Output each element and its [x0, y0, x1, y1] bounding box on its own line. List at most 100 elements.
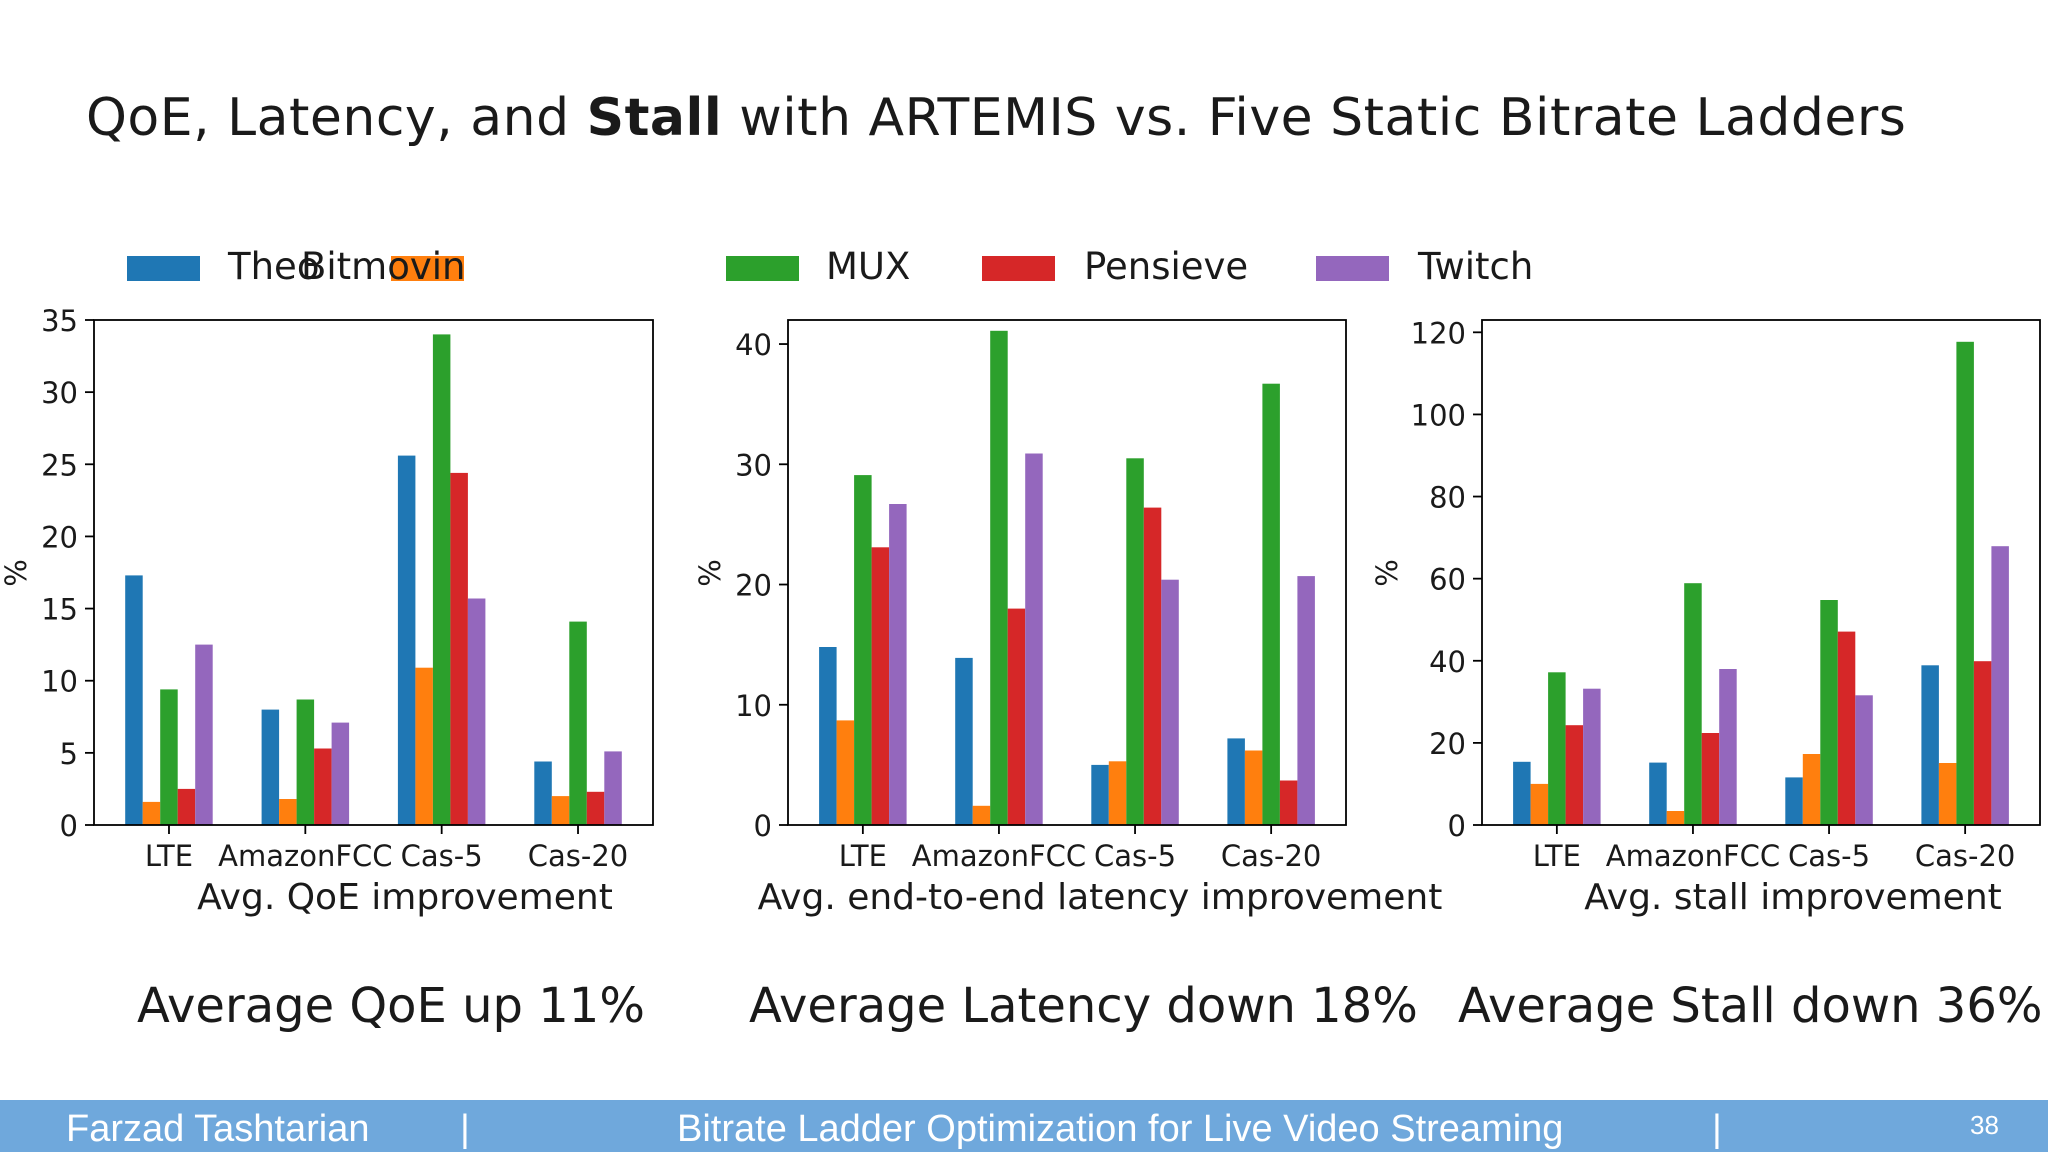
bar-mux-lte [160, 689, 178, 825]
bar-bitmovin-amazonfcc [279, 799, 297, 825]
x-tick-label: Cas-5 [1094, 839, 1176, 873]
bar-pensieve-cas-5 [1837, 631, 1856, 825]
bar-mux-amazonfcc [1684, 583, 1702, 825]
bar-mux-cas-20 [569, 621, 587, 825]
bar-theo-lte [1513, 761, 1531, 825]
y-tick-label: 120 [1411, 316, 1466, 350]
bar-mux-amazonfcc [990, 330, 1008, 825]
x-tick-label: Cas-5 [401, 839, 483, 873]
y-axis-label: % [0, 559, 33, 587]
bar-bitmovin-lte [836, 720, 855, 825]
x-tick-label: Cas-20 [1915, 839, 2016, 873]
bar-theo-cas-20 [534, 761, 552, 825]
bar-twitch-lte [195, 644, 213, 825]
bar-bitmovin-cas-5 [415, 667, 433, 825]
x-tick-label: AmazonFCC [912, 839, 1086, 873]
y-tick-label: 60 [1429, 563, 1466, 597]
plot-frame [1481, 319, 2041, 826]
bar-mux-amazonfcc [296, 699, 315, 825]
bar-pensieve-cas-20 [1279, 780, 1298, 825]
bar-twitch-cas-5 [1855, 695, 1873, 825]
bar-bitmovin-cas-20 [1244, 750, 1263, 825]
footer-bar: Farzad Tashtarian | Bitrate Ladder Optim… [0, 1100, 2048, 1152]
bar-bitmovin-lte [142, 801, 161, 825]
slide-title: QoE, Latency, and Stall with ARTEMIS vs.… [86, 88, 1906, 148]
legend-label-bitmovin: Bitmovin [301, 245, 465, 288]
bar-mux-cas-20 [1956, 341, 1974, 825]
title-part2: with ARTEMIS vs. Five Static Bitrate Lad… [722, 88, 1907, 148]
y-axis-label: % [693, 559, 727, 587]
bar-twitch-lte [889, 504, 907, 825]
x-tick-label: LTE [839, 839, 887, 873]
legend-label-theo: Theo [227, 245, 319, 288]
plot-frame [93, 319, 654, 826]
y-tick-label: 0 [60, 809, 78, 843]
bar-mux-lte [1548, 672, 1566, 825]
x-axis-label: Avg. QoE improvement [197, 877, 613, 918]
bar-pensieve-lte [1565, 725, 1584, 825]
bar-bitmovin-amazonfcc [972, 805, 991, 825]
bar-mux-cas-20 [1262, 383, 1280, 825]
x-axis-label: Avg. stall improvement [1584, 877, 2002, 918]
bar-pensieve-cas-20 [586, 791, 605, 825]
y-tick-label: 40 [735, 328, 772, 362]
bar-mux-cas-5 [1126, 458, 1144, 825]
bar-pensieve-lte [177, 788, 196, 825]
y-tick-label: 10 [41, 665, 78, 699]
bar-pensieve-cas-5 [450, 472, 468, 825]
bar-twitch-amazonfcc [331, 722, 350, 825]
summary-stall: Average Stall down 36% [1458, 978, 2043, 1034]
bar-twitch-cas-5 [467, 598, 486, 825]
bar-bitmovin-cas-5 [1802, 754, 1821, 825]
y-tick-label: 40 [1429, 645, 1466, 679]
y-tick-label: 0 [754, 809, 772, 843]
bar-pensieve-amazonfcc [1007, 608, 1026, 825]
bar-twitch-cas-20 [1297, 576, 1315, 825]
legend-label-pensieve: Pensieve [1084, 245, 1248, 288]
x-tick-label: LTE [145, 839, 193, 873]
bar-pensieve-cas-5 [1143, 507, 1162, 825]
bar-bitmovin-lte [1530, 783, 1549, 825]
title-part1: QoE, Latency, and [86, 88, 587, 148]
footer-author: Farzad Tashtarian [66, 1108, 370, 1150]
footer-separator-left: | [460, 1108, 470, 1150]
bar-bitmovin-cas-20 [551, 796, 570, 825]
legend-label-twitch: Twitch [1417, 245, 1533, 288]
legend-swatch-twitch [1316, 256, 1389, 281]
bar-mux-lte [854, 475, 872, 825]
y-tick-label: 5 [60, 737, 78, 771]
x-tick-label: AmazonFCC [218, 839, 392, 873]
x-tick-label: LTE [1533, 839, 1581, 873]
plot-frame [787, 319, 1347, 826]
y-tick-label: 30 [735, 448, 772, 482]
bar-theo-cas-5 [1091, 764, 1109, 825]
y-tick-label: 100 [1411, 398, 1466, 432]
x-tick-label: Cas-5 [1788, 839, 1870, 873]
x-tick-label: Cas-20 [528, 839, 629, 873]
footer-talk-title: Bitrate Ladder Optimization for Live Vid… [677, 1108, 1564, 1150]
summary-latency: Average Latency down 18% [749, 978, 1418, 1034]
y-tick-label: 20 [735, 569, 772, 603]
bar-theo-amazonfcc [261, 709, 280, 825]
y-tick-label: 80 [1429, 481, 1466, 515]
bar-twitch-cas-5 [1161, 579, 1179, 825]
bar-twitch-lte [1583, 688, 1601, 825]
bar-bitmovin-amazonfcc [1666, 811, 1685, 825]
bar-bitmovin-cas-20 [1938, 763, 1957, 825]
bar-pensieve-amazonfcc [1701, 733, 1720, 825]
bar-twitch-cas-20 [604, 751, 622, 825]
y-tick-label: 25 [41, 448, 78, 482]
x-tick-label: Cas-20 [1221, 839, 1322, 873]
bar-pensieve-cas-20 [1973, 661, 1992, 825]
legend-swatch-pensieve [982, 256, 1055, 281]
bar-twitch-amazonfcc [1025, 453, 1043, 825]
bar-twitch-amazonfcc [1719, 669, 1737, 825]
bar-mux-cas-5 [432, 334, 451, 825]
bar-theo-cas-20 [1227, 738, 1245, 825]
legend-swatch-bitmovin [391, 256, 464, 281]
x-tick-label: AmazonFCC [1606, 839, 1780, 873]
y-tick-label: 35 [41, 304, 78, 338]
footer-separator-right: | [1712, 1108, 1722, 1150]
bar-mux-cas-5 [1820, 600, 1838, 825]
